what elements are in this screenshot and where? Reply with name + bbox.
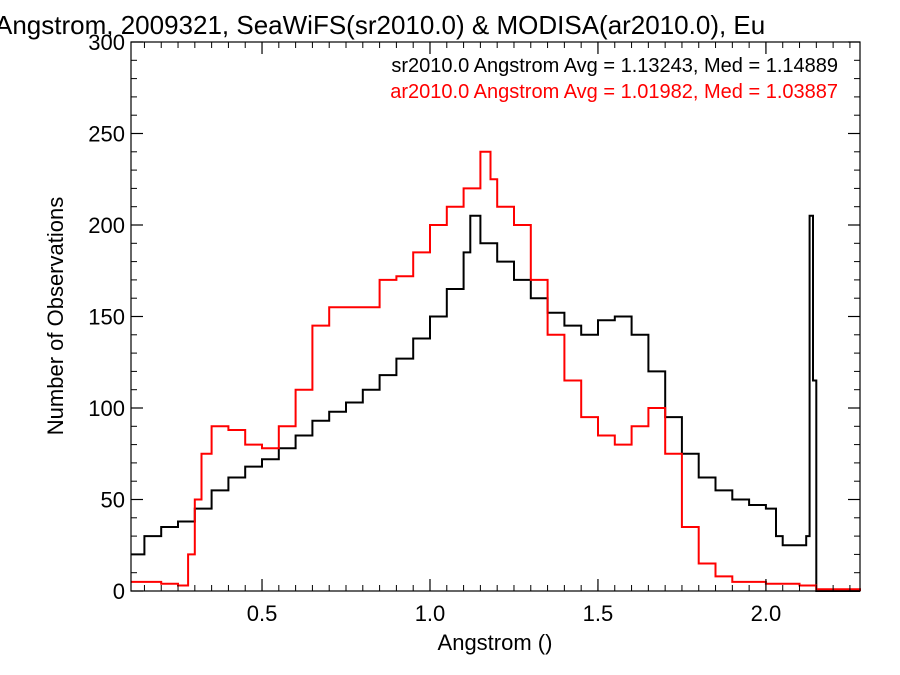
y-axis-label: Number of Observations: [43, 197, 68, 435]
legend-annotation-sr2010: sr2010.0 Angstrom Avg = 1.13243, Med = 1…: [391, 55, 838, 77]
legend-annotation-ar2010: ar2010.0 Angstrom Avg = 1.01982, Med = 1…: [390, 81, 838, 103]
plot-frame: [130, 41, 861, 592]
y-tick-label: 150: [88, 305, 125, 330]
x-axis-label: Angstrom (): [438, 630, 553, 655]
y-tick-label: 50: [101, 488, 125, 513]
series-layer: [131, 150, 861, 592]
y-tick-label: 300: [88, 30, 125, 55]
y-tick-label: 250: [88, 122, 125, 147]
tick-layer: 0.5 1.0 1.5 2.0 0 50 100 150 200 250 300: [88, 30, 860, 626]
x-tick-label: 2.0: [751, 601, 782, 626]
y-tick-label: 100: [88, 396, 125, 421]
chart-title: Angstrom, 2009321, SeaWiFS(sr2010.0) & M…: [0, 10, 765, 40]
x-tick-label: 0.5: [247, 601, 278, 626]
y-tick-label: 0: [113, 579, 125, 604]
x-tick-label: 1.5: [583, 601, 614, 626]
series-0-line: [131, 214, 860, 592]
x-tick-label: 1.0: [415, 601, 446, 626]
y-tick-label: 200: [88, 213, 125, 238]
series-1-line: [131, 150, 861, 591]
